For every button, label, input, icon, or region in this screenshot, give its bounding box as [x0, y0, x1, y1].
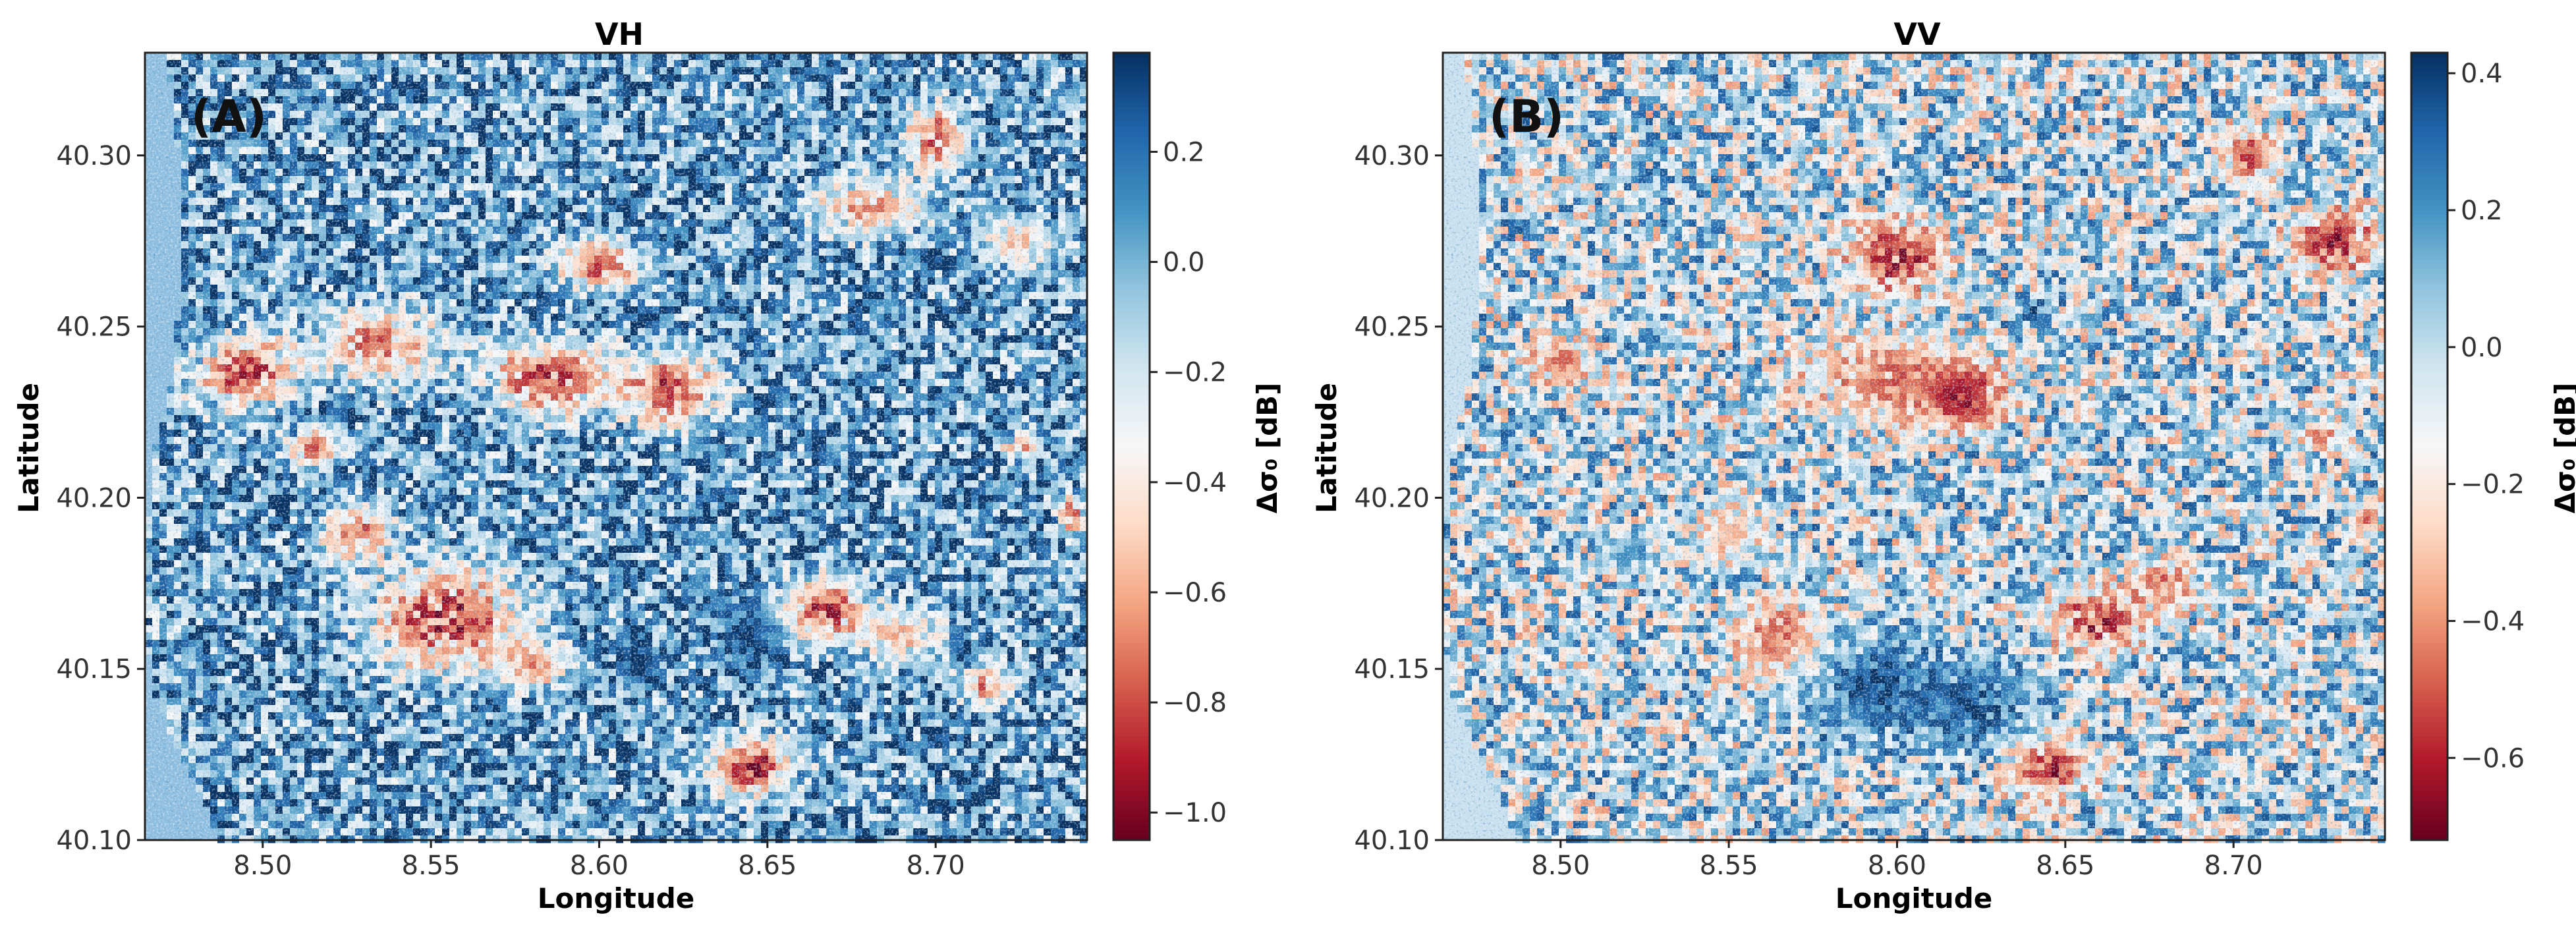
panel-vh: VH (A) 8.50 8.55 8.60 8.65 8.70 40.1040.1540… [13, 16, 1283, 915]
panel-title: VH [595, 16, 644, 52]
heatmap-area [144, 51, 1088, 843]
